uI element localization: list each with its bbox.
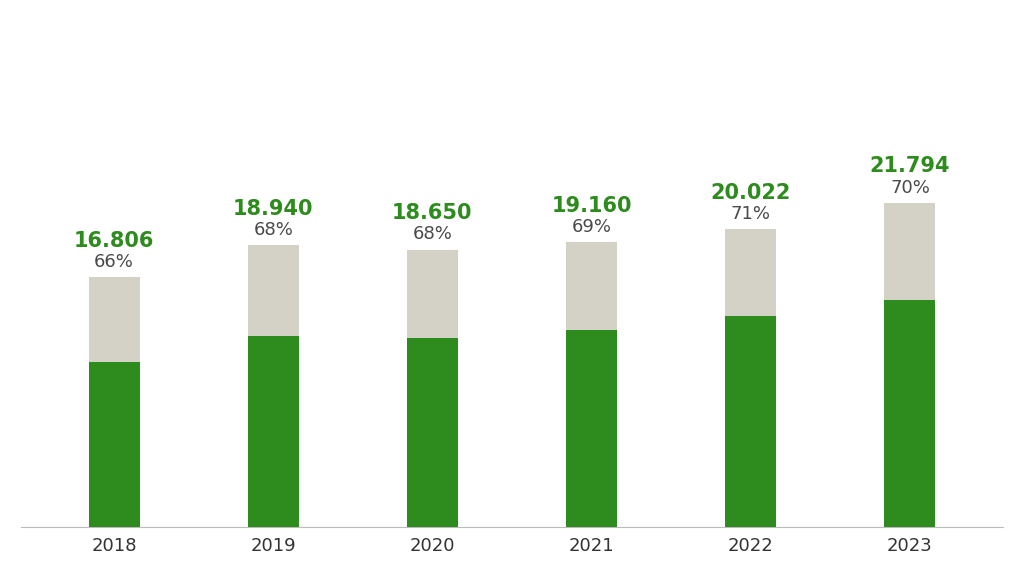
Bar: [407, 339, 458, 528]
Text: 66%: 66%: [94, 253, 134, 271]
Bar: [89, 277, 139, 362]
Text: 69%: 69%: [571, 218, 611, 236]
Bar: [885, 300, 935, 528]
Bar: [566, 331, 617, 528]
Text: 16.806: 16.806: [74, 230, 155, 251]
Text: 70%: 70%: [890, 179, 930, 196]
Bar: [248, 245, 299, 336]
Bar: [407, 249, 458, 339]
Bar: [89, 362, 139, 528]
Text: 68%: 68%: [253, 221, 293, 239]
Text: 68%: 68%: [413, 225, 453, 244]
Text: 18.650: 18.650: [392, 203, 473, 223]
Bar: [885, 203, 935, 300]
Text: 18.940: 18.940: [233, 199, 313, 219]
Bar: [248, 336, 299, 528]
Text: 71%: 71%: [731, 205, 771, 223]
Bar: [725, 316, 776, 528]
Text: 20.022: 20.022: [711, 183, 791, 203]
Bar: [566, 242, 617, 331]
Text: 21.794: 21.794: [869, 156, 950, 176]
Text: 19.160: 19.160: [551, 196, 632, 215]
Bar: [725, 229, 776, 316]
